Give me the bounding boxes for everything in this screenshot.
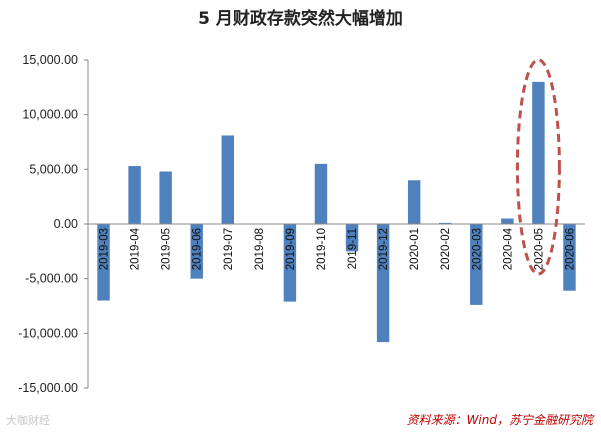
bar-2020-06	[563, 224, 576, 291]
bar-2020-05	[532, 81, 545, 224]
bar-2019-05	[159, 171, 172, 224]
bar-2019-04	[128, 166, 141, 224]
x-tick-label: 2019-05	[161, 228, 173, 270]
bar-2019-09	[283, 224, 297, 302]
source-note: 资料来源：Wind，苏宁金融研究院	[406, 413, 593, 427]
y-tick-label: 10,000.00	[22, 108, 78, 122]
bar-2020-02	[439, 222, 452, 224]
x-tick-label: 2019-03	[99, 228, 111, 270]
y-tick-label: 15,000.00	[22, 53, 78, 67]
chart-title: 5 月财政存款突然大幅增加	[198, 9, 403, 29]
bar-2019-06	[190, 224, 203, 279]
y-tick-label: -10,000.00	[18, 326, 78, 340]
highlight-ellipse	[515, 58, 561, 276]
watermark: 大咖财经	[6, 414, 50, 427]
bar-2019-11	[345, 224, 359, 252]
bar-2019-12	[376, 224, 390, 343]
bar-2020-04	[501, 218, 514, 224]
bar-2020-01	[407, 180, 421, 224]
x-tick-label: 2020-05	[533, 228, 545, 270]
x-tick-label: 2020-03	[471, 228, 483, 270]
x-tick-label: 2019-04	[130, 227, 142, 270]
x-tick-label: 2019-12	[378, 228, 390, 270]
x-tick-label: 2020-02	[440, 228, 452, 270]
y-tick-label: 5,000.00	[29, 162, 78, 176]
bar-2019-10	[314, 163, 328, 224]
bar-2020-03	[470, 224, 483, 305]
y-tick-label: -5,000.00	[25, 272, 78, 286]
y-axis: 15,000.00 10,000.00 5,000.00 0.00 -5,000.00 -…	[18, 53, 89, 395]
x-tick-label: 2019-09	[285, 228, 297, 270]
highlight-annotation	[515, 58, 561, 276]
y-tick-label: -15,000.00	[18, 381, 78, 395]
bar-series	[97, 81, 576, 343]
x-tick-label: 2019-07	[223, 228, 235, 270]
x-tick-label: 2020-04	[502, 227, 514, 270]
x-tick-label: 2019-08	[254, 228, 266, 270]
x-tick-label: 2020-06	[564, 228, 576, 270]
bar-2019-03	[97, 224, 110, 301]
bar-2019-07	[221, 135, 234, 224]
x-axis: 2019-03 2019-04 2019-05 2019-06 2019-07 2019-…	[88, 223, 585, 270]
y-tick-label: 0.00	[54, 217, 78, 231]
x-tick-label: 2019-11	[347, 228, 359, 269]
x-tick-label: 2019-06	[192, 228, 204, 270]
x-tick-label: 2019-10	[316, 228, 328, 270]
x-tick-label: 2020-01	[409, 228, 421, 270]
